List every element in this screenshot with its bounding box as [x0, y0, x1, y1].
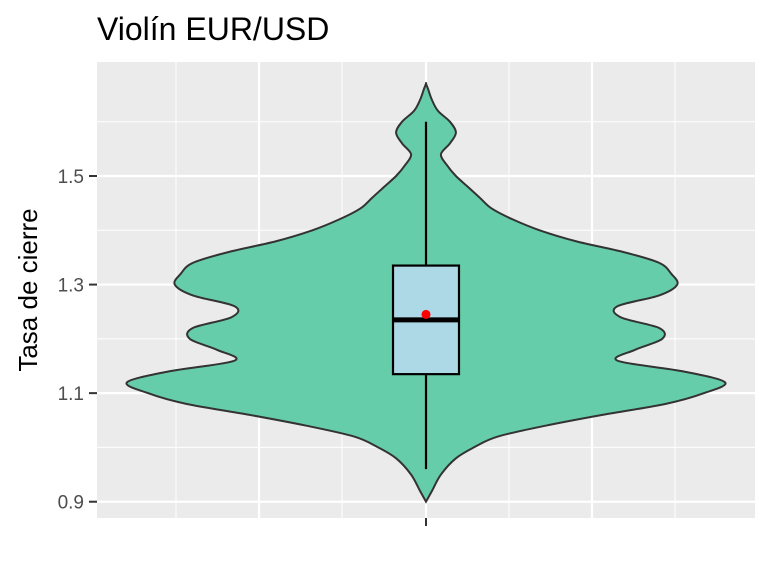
y-axis-label: Tasa de cierre [13, 208, 43, 371]
mean-point [421, 309, 431, 319]
y-tick-label: 1.1 [58, 384, 84, 405]
y-axis: 0.9 1.1 1.3 1.5 [58, 167, 97, 514]
y-tick-label: 1.5 [58, 167, 84, 188]
chart-title: Violín EUR/USD [97, 11, 329, 47]
y-tick-label: 1.3 [58, 276, 84, 297]
box-layer [391, 121, 461, 470]
y-tick-label: 0.9 [58, 493, 84, 514]
